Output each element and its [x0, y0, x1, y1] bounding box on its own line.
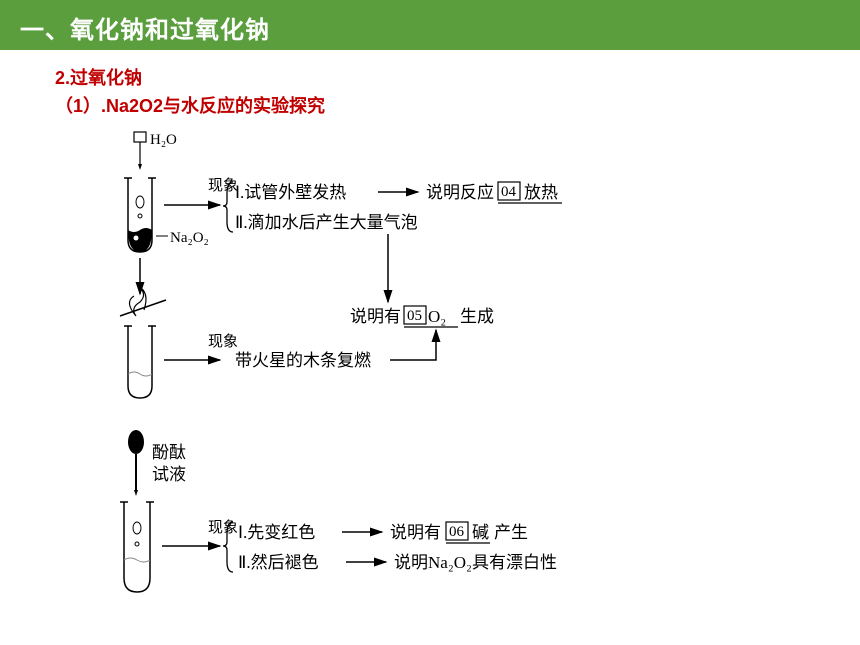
row3b-pre: Ⅱ.然后褪色	[238, 553, 319, 572]
slide-header: 一、氧化钠和过氧化钠	[0, 0, 860, 56]
label-xianxiang-2: 现象	[208, 333, 238, 350]
row3a-mid: 说明有	[390, 523, 441, 542]
label-xianxiang-3: 现象	[208, 519, 238, 536]
group1-pre: 说明有	[350, 307, 401, 326]
arrow-icon	[390, 330, 436, 360]
row3a-ans: 碱	[472, 523, 489, 542]
dropper-ph-icon	[128, 430, 144, 496]
box04-text: 04	[501, 184, 517, 200]
group1-tail: 生成	[460, 307, 494, 326]
testtube-1-icon	[124, 178, 156, 252]
box05-text: 05	[407, 308, 422, 324]
label-h2o: H₂O	[150, 132, 177, 148]
subtitle-block: 2.过氧化钠 （1）.Na2O2与水反应的实验探究	[55, 64, 860, 118]
group1-post: O₂	[428, 307, 446, 326]
label-ph-a: 酚酞	[152, 443, 186, 462]
dropper-h2o-icon	[134, 132, 146, 170]
row1a-post: 说明反应	[426, 183, 494, 202]
header-title: 一、氧化钠和过氧化钠	[20, 10, 840, 45]
row2-text: 带火星的木条复燃	[235, 351, 371, 370]
testtube-3-icon	[120, 502, 154, 592]
label-na2o2: Na₂O₂	[170, 230, 209, 246]
row1a-ans: 放热	[524, 183, 558, 202]
box06-text: 06	[449, 524, 465, 540]
row1a-pre: Ⅰ.试管外壁发热	[235, 183, 346, 202]
row3a-pre: Ⅰ.先变红色	[238, 523, 315, 542]
row3a-tail: 产生	[494, 523, 528, 542]
label-ph-b: 试液	[152, 465, 186, 484]
row1b: Ⅱ.滴加水后产生大量气泡	[235, 213, 418, 232]
label-xianxiang-1: 现象	[208, 177, 238, 194]
flame-tube-icon	[120, 286, 166, 398]
section-sub: （1）.Na2O2与水反应的实验探究	[55, 92, 860, 118]
experiment-diagram: H₂O Na₂O₂ 现象 Ⅰ.试管外壁发热 说明反应 04 放热 Ⅱ.滴加水后产…	[90, 130, 750, 630]
row3b-post: 说明Na₂O₂具有漂白性	[394, 553, 557, 572]
section-number: 2.过氧化钠	[55, 64, 860, 90]
